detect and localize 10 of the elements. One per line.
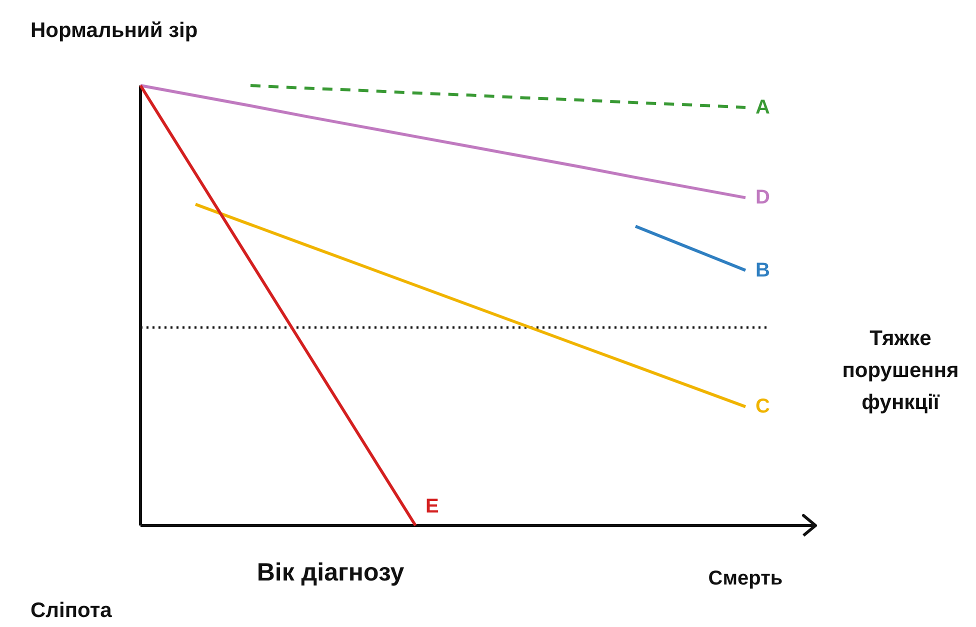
text: Смерть [708,568,783,590]
series-label: A [756,96,770,118]
x-axis-title: Вік діагнозу [256,558,404,586]
ref-line-label: Тяжке порушення функції [842,326,959,414]
series-label: D [756,186,770,209]
series-label: C [756,396,770,418]
text: Нормальний зір [30,19,198,42]
text: Сліпота [30,599,112,622]
series-label: B [756,259,770,282]
series-label: E [426,496,439,518]
